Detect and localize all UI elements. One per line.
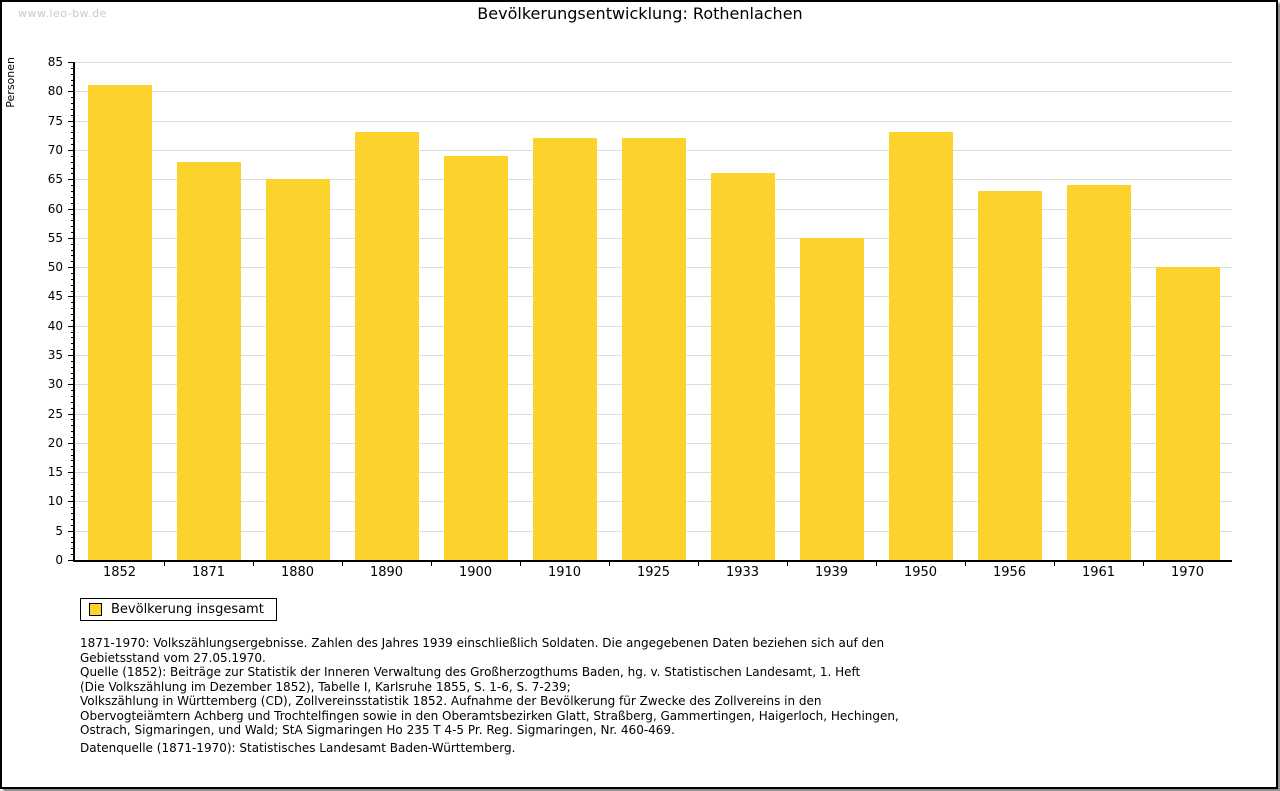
bar-1900: [443, 155, 508, 560]
y-axis-label-20: 20: [47, 435, 63, 450]
x-boundary-tick-2: [253, 562, 254, 566]
y-axis-label-15: 15: [47, 465, 63, 480]
legend-label: Bevölkerung insgesamt: [111, 602, 264, 617]
watermark-leo-bw: www.leo-bw.de: [18, 7, 107, 20]
bar-1961: [1066, 185, 1131, 560]
y-axis-label-55: 55: [47, 230, 63, 245]
x-boundary-tick-5: [520, 562, 521, 566]
y-axis-label-10: 10: [47, 494, 63, 509]
x-boundary-tick-8: [787, 562, 788, 566]
y-axis-label-85: 85: [47, 55, 63, 69]
y-major-tick-75: [68, 120, 75, 122]
gridline-y-75: [75, 120, 1232, 122]
y-major-tick-15: [68, 472, 75, 474]
x-boundary-tick-10: [965, 562, 966, 566]
bar-1956: [977, 190, 1042, 560]
y-axis-label-35: 35: [47, 347, 63, 362]
x-axis-label-1925: 1925: [636, 565, 671, 580]
y-axis-label-80: 80: [47, 84, 63, 99]
footnote-line-3: Quelle (1852): Beiträge zur Statistik de…: [80, 665, 861, 679]
y-major-tick-85: [68, 62, 75, 63]
footnote-line-4: (Die Volkszählung im Dezember 1852), Tab…: [80, 679, 571, 694]
y-major-tick-50: [68, 267, 75, 269]
x-boundary-tick-6: [609, 562, 610, 566]
legend-color-swatch: [89, 603, 102, 616]
x-axis-label-1950: 1950: [903, 565, 938, 580]
y-axis-label-25: 25: [47, 406, 63, 421]
x-boundary-tick-4: [431, 562, 432, 566]
datasource-note: Datenquelle (1871-1970): Statistisches L…: [80, 741, 516, 755]
y-major-tick-0: [68, 560, 75, 561]
bar-1950: [888, 132, 953, 560]
y-axis-label-40: 40: [47, 318, 63, 333]
x-axis-line: [73, 560, 1232, 562]
y-major-tick-65: [68, 179, 75, 181]
x-axis-label-1961: 1961: [1081, 565, 1116, 580]
y-major-tick-40: [68, 325, 75, 327]
bar-1939: [799, 237, 864, 560]
x-axis-label-1910: 1910: [547, 565, 582, 580]
y-major-tick-60: [68, 208, 75, 210]
x-axis-label-1871: 1871: [191, 565, 226, 580]
y-axis-label-65: 65: [47, 172, 63, 187]
y-major-tick-10: [68, 501, 75, 503]
x-axis-label-1970: 1970: [1170, 565, 1205, 580]
y-axis-label-70: 70: [47, 142, 63, 157]
y-axis-line: [73, 62, 75, 562]
y-major-tick-35: [68, 354, 75, 356]
legend-box: Bevölkerung insgesamt: [80, 598, 277, 621]
y-axis-label-45: 45: [47, 289, 63, 304]
x-axis-label-1939: 1939: [814, 565, 849, 580]
y-axis-label-60: 60: [47, 201, 63, 216]
x-boundary-tick-11: [1054, 562, 1055, 566]
x-boundary-tick-7: [698, 562, 699, 566]
y-major-tick-55: [68, 237, 75, 239]
x-axis-label-1852: 1852: [102, 565, 137, 580]
y-major-tick-45: [68, 296, 75, 298]
y-axis-label-0: 0: [55, 553, 63, 567]
y-major-tick-20: [68, 442, 75, 444]
gridline-y-80: [75, 91, 1232, 93]
x-boundary-tick-1: [164, 562, 165, 566]
gridline-y-85: [75, 62, 1232, 63]
x-axis-label-1900: 1900: [458, 565, 493, 580]
x-axis-label-1933: 1933: [725, 565, 760, 580]
y-axis-label-5: 5: [55, 523, 63, 538]
chart-title: Bevölkerungsentwicklung: Rothenlachen: [477, 4, 803, 23]
y-axis-label-30: 30: [47, 377, 63, 392]
y-axis-label-75: 75: [47, 113, 63, 128]
y-major-tick-70: [68, 149, 75, 151]
footnote-line-2: Gebietsstand vom 27.05.1970.: [80, 650, 266, 665]
footnote-line-6: Obervogteiämtern Achberg und Trochtelfin…: [80, 708, 899, 723]
footnote-line-1: 1871-1970: Volkszählungsergebnisse. Zahl…: [80, 636, 885, 650]
x-boundary-tick-12: [1143, 562, 1144, 566]
x-axis-label-1880: 1880: [280, 565, 315, 580]
bar-1910: [532, 138, 597, 560]
bar-1852: [87, 85, 152, 560]
y-major-tick-80: [68, 91, 75, 93]
footnotes-block: 1871-1970: Volkszählungsergebnisse. Zahl…: [80, 636, 940, 738]
bar-1970: [1155, 267, 1220, 560]
footnote-line-5: Volkszählung in Württemberg (CD), Zollve…: [80, 694, 822, 708]
bar-1880: [265, 179, 330, 560]
bar-1871: [176, 161, 241, 560]
bar-1933: [710, 173, 775, 560]
x-axis-label-1956: 1956: [992, 565, 1027, 580]
y-axis-label-50: 50: [47, 260, 63, 275]
footnote-line-7: Ostrach, Sigmaringen, und Wald; StA Sigm…: [80, 723, 675, 737]
y-major-tick-30: [68, 384, 75, 386]
y-major-tick-5: [68, 530, 75, 532]
bar-1890: [354, 132, 419, 560]
bar-1925: [621, 138, 686, 560]
x-axis-label-1890: 1890: [369, 565, 404, 580]
x-boundary-tick-9: [876, 562, 877, 566]
y-major-tick-25: [68, 413, 75, 415]
x-boundary-tick-3: [342, 562, 343, 566]
